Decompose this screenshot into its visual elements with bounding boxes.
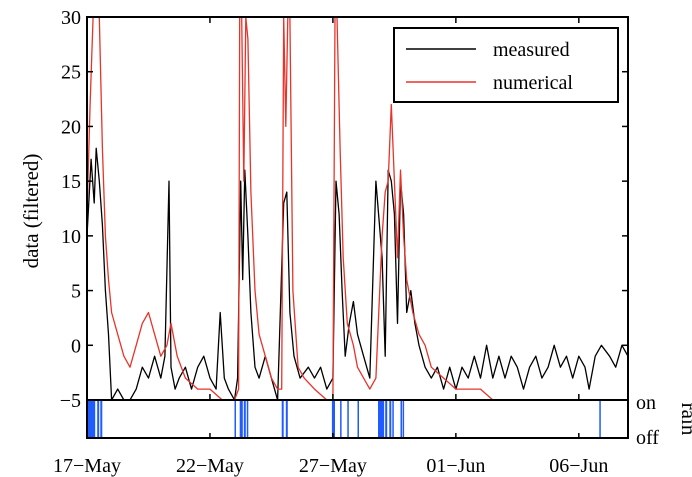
rain-event-6 [246, 400, 249, 438]
x-tick-label-1: 22−May [176, 455, 244, 477]
main-plot-marks [87, 17, 628, 400]
x-tick-label-2: 27−May [299, 455, 367, 477]
rain-axis-label: rain [677, 403, 692, 436]
rain-on-label: on [636, 392, 656, 414]
x-tick-label-0: 17−May [53, 455, 121, 477]
y-tick-label-0: −5 [60, 390, 81, 412]
legend-box [393, 27, 619, 103]
rain-event-3 [234, 400, 236, 438]
y-tick-label-1: 0 [71, 335, 81, 357]
rain-event-16 [392, 400, 394, 438]
rain-event-5 [243, 400, 246, 438]
rain-event-13 [378, 400, 385, 438]
rain-off-label: off [636, 427, 659, 449]
series-line-measured [87, 147, 628, 400]
y-tick-label-6: 25 [61, 62, 81, 84]
rain-event-15 [389, 400, 392, 438]
rain-event-11 [347, 400, 349, 438]
rain-event-12 [357, 400, 359, 438]
y-tick-label-5: 20 [61, 116, 81, 138]
x-tick-label-4: 06−Jun [549, 455, 608, 477]
y-tick-label-3: 10 [61, 226, 81, 248]
rain-plot-frame [86, 399, 629, 439]
rain-event-0 [87, 400, 96, 438]
y-tick-label-4: 15 [61, 171, 81, 193]
x-tick-label-3: 01−Jun [426, 455, 485, 477]
rain-event-1 [97, 400, 100, 438]
legend: measured numerical [393, 27, 619, 103]
rain-event-17 [400, 400, 402, 438]
rain-event-8 [285, 400, 288, 438]
legend-label-measured: measured [493, 39, 570, 61]
rain-event-2 [100, 400, 103, 438]
rain-event-10 [340, 400, 342, 438]
axis-ticks: 17−May 22−May 27−May 01−Jun 06−Jun −5 0 5 10 15 20… [53, 7, 628, 477]
y-tick-label-7: 30 [61, 7, 81, 29]
rain-event-9 [331, 400, 335, 438]
rain-plot-marks [87, 400, 601, 438]
rain-event-4 [239, 400, 243, 438]
rain-event-18 [402, 400, 405, 438]
rain-event-7 [281, 400, 284, 438]
rain-event-14 [385, 400, 388, 438]
y-axis-label: data (filtered) [19, 154, 43, 269]
legend-label-numerical: numerical [493, 72, 573, 94]
series-line-numerical [87, 17, 628, 400]
rain-event-19 [599, 400, 601, 438]
y-tick-label-2: 5 [71, 281, 81, 303]
